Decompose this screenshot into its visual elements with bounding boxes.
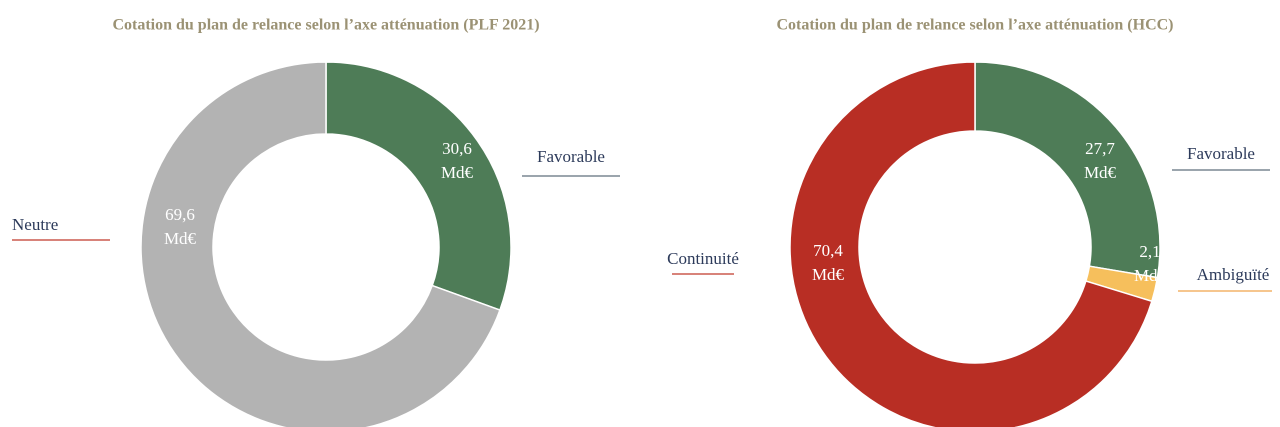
value-label: 30,6 Md€ [441,139,474,182]
value-label-line: 30,6 [442,139,472,158]
value-label: 70,4 Md€ [812,241,845,284]
chart-title: Cotation du plan de relance selon l’axe … [776,17,1173,34]
donut-slice [325,61,512,312]
donut-slice [789,61,1153,427]
value-label: 69,6 Md€ [164,205,197,248]
value-label-line: Md€ [164,229,197,248]
value-label-line: 69,6 [165,205,195,224]
donut-slice [974,61,1161,279]
category-label: Ambiguïté [1197,265,1270,284]
chart-title: Cotation du plan de relance selon l’axe … [112,17,539,34]
category-label: Favorable [537,147,605,166]
value-label: 2,1 Md€ [1134,242,1167,285]
donut-slice [140,61,501,427]
value-label-line: 70,4 [813,241,843,260]
category-label: Continuité [667,249,739,268]
category-label: Neutre [12,215,58,234]
value-label-line: Md€ [1084,163,1117,182]
value-label-line: Md€ [812,265,845,284]
value-label-line: Md€ [1134,266,1167,285]
value-label-line: Md€ [441,163,474,182]
value-label-line: 2,1 [1139,242,1160,261]
value-label: 27,7 Md€ [1084,139,1117,182]
value-label-line: 27,7 [1085,139,1115,158]
category-label: Favorable [1187,144,1255,163]
